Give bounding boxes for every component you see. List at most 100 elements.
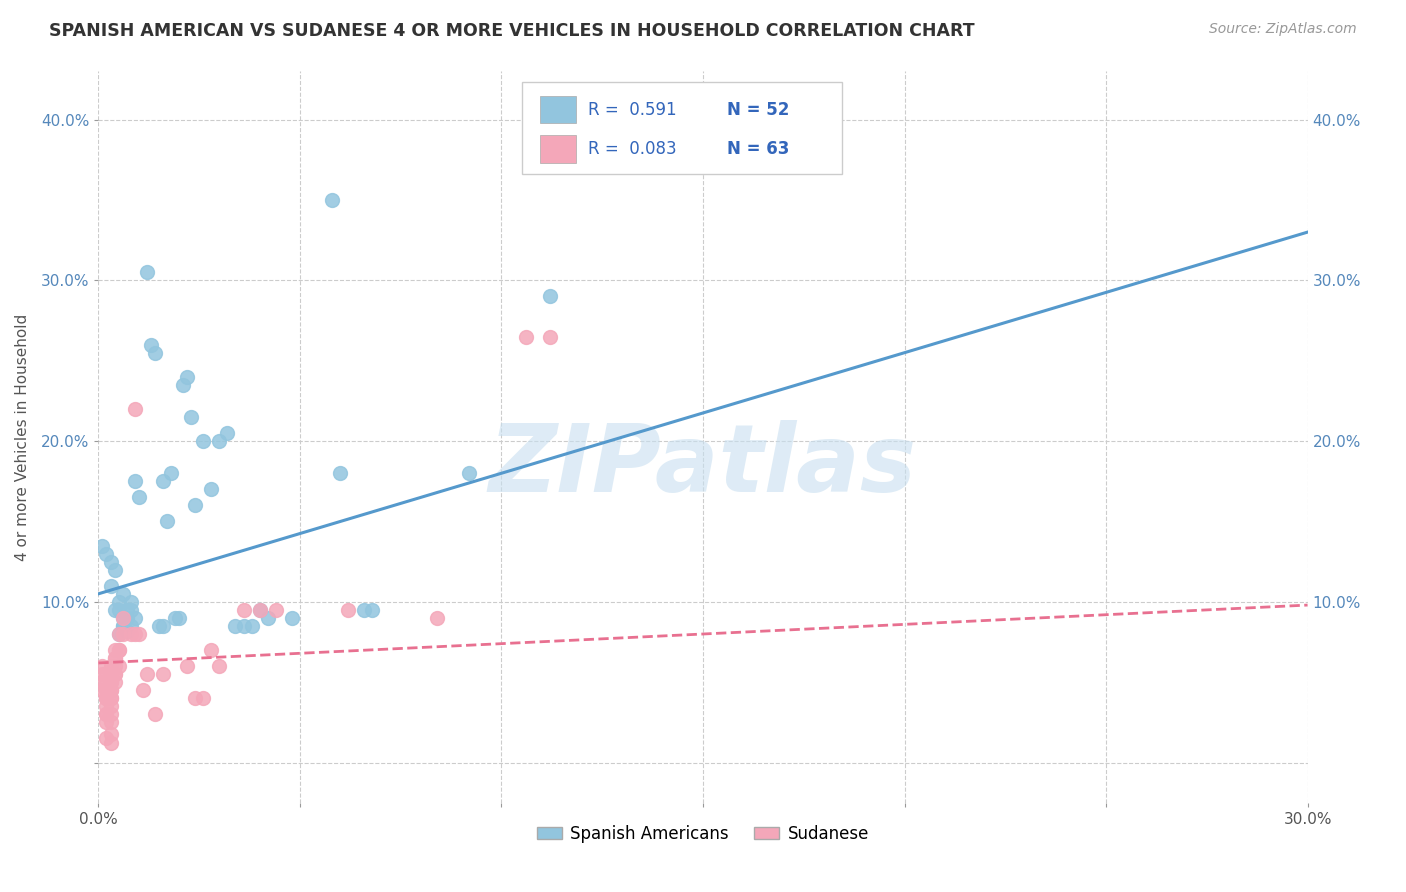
Point: [91, 683, 114, 698]
Point: [96, 691, 118, 706]
Point: [176, 659, 198, 673]
Text: N = 52: N = 52: [727, 101, 790, 119]
Point: [139, 337, 162, 351]
Point: [163, 611, 186, 625]
Point: [115, 624, 138, 638]
Point: [124, 475, 146, 489]
Point: [156, 515, 179, 529]
Point: [193, 691, 215, 706]
Point: [100, 675, 122, 690]
Point: [167, 611, 190, 625]
Point: [264, 603, 287, 617]
Point: [249, 603, 271, 617]
Point: [107, 643, 129, 657]
Point: [100, 727, 122, 741]
Point: [107, 595, 129, 609]
Point: [184, 499, 207, 513]
Point: [96, 683, 118, 698]
Point: [100, 683, 122, 698]
Point: [100, 707, 122, 722]
Bar: [540, 95, 576, 123]
Point: [120, 619, 142, 633]
Point: [111, 587, 134, 601]
Point: [135, 667, 157, 681]
Point: [148, 619, 170, 633]
Point: [115, 611, 138, 625]
Point: [128, 627, 150, 641]
Point: [100, 699, 122, 714]
Point: [353, 603, 375, 617]
Point: [538, 329, 561, 343]
Point: [107, 627, 129, 641]
Point: [96, 731, 118, 746]
Point: [321, 193, 343, 207]
Point: [100, 667, 122, 681]
Point: [91, 675, 114, 690]
Point: [103, 667, 125, 681]
Point: [91, 659, 114, 673]
Point: [224, 619, 246, 633]
Point: [111, 611, 134, 625]
Point: [100, 691, 122, 706]
Point: [176, 369, 198, 384]
Point: [193, 434, 215, 449]
Point: [120, 627, 142, 641]
Point: [100, 579, 122, 593]
Point: [152, 619, 174, 633]
Point: [281, 611, 304, 625]
Point: [111, 619, 134, 633]
Point: [103, 651, 125, 665]
Point: [100, 683, 122, 698]
FancyBboxPatch shape: [522, 82, 842, 174]
Point: [96, 675, 118, 690]
Point: [111, 627, 134, 641]
Point: [103, 563, 125, 577]
Point: [124, 401, 146, 416]
Point: [172, 377, 194, 392]
Point: [217, 425, 239, 440]
Point: [120, 603, 142, 617]
Point: [103, 659, 125, 673]
Point: [208, 434, 231, 449]
Point: [96, 667, 118, 681]
Point: [240, 619, 263, 633]
Point: [96, 715, 118, 730]
Point: [135, 265, 157, 279]
Point: [120, 595, 142, 609]
Point: [96, 691, 118, 706]
Point: [100, 736, 122, 750]
Point: [143, 345, 166, 359]
Point: [107, 643, 129, 657]
Point: [100, 691, 122, 706]
Point: [208, 659, 231, 673]
Point: [515, 329, 537, 343]
Point: [143, 707, 166, 722]
Point: [96, 707, 118, 722]
Text: R =  0.591: R = 0.591: [588, 101, 676, 119]
Point: [103, 651, 125, 665]
Point: [91, 667, 114, 681]
Point: [180, 409, 202, 424]
Text: ZIPatlas: ZIPatlas: [489, 420, 917, 512]
Point: [96, 691, 118, 706]
Point: [100, 659, 122, 673]
Point: [232, 603, 254, 617]
Point: [107, 627, 129, 641]
Point: [100, 675, 122, 690]
Point: [329, 467, 352, 481]
Point: [100, 683, 122, 698]
Point: [103, 675, 125, 690]
Point: [103, 643, 125, 657]
Point: [124, 627, 146, 641]
Point: [96, 683, 118, 698]
Point: [132, 683, 155, 698]
Point: [361, 603, 384, 617]
Point: [232, 619, 254, 633]
Point: [458, 467, 481, 481]
Point: [337, 603, 360, 617]
Point: [96, 699, 118, 714]
Point: [184, 691, 207, 706]
Point: [91, 539, 114, 553]
Point: [96, 707, 118, 722]
Point: [152, 475, 174, 489]
